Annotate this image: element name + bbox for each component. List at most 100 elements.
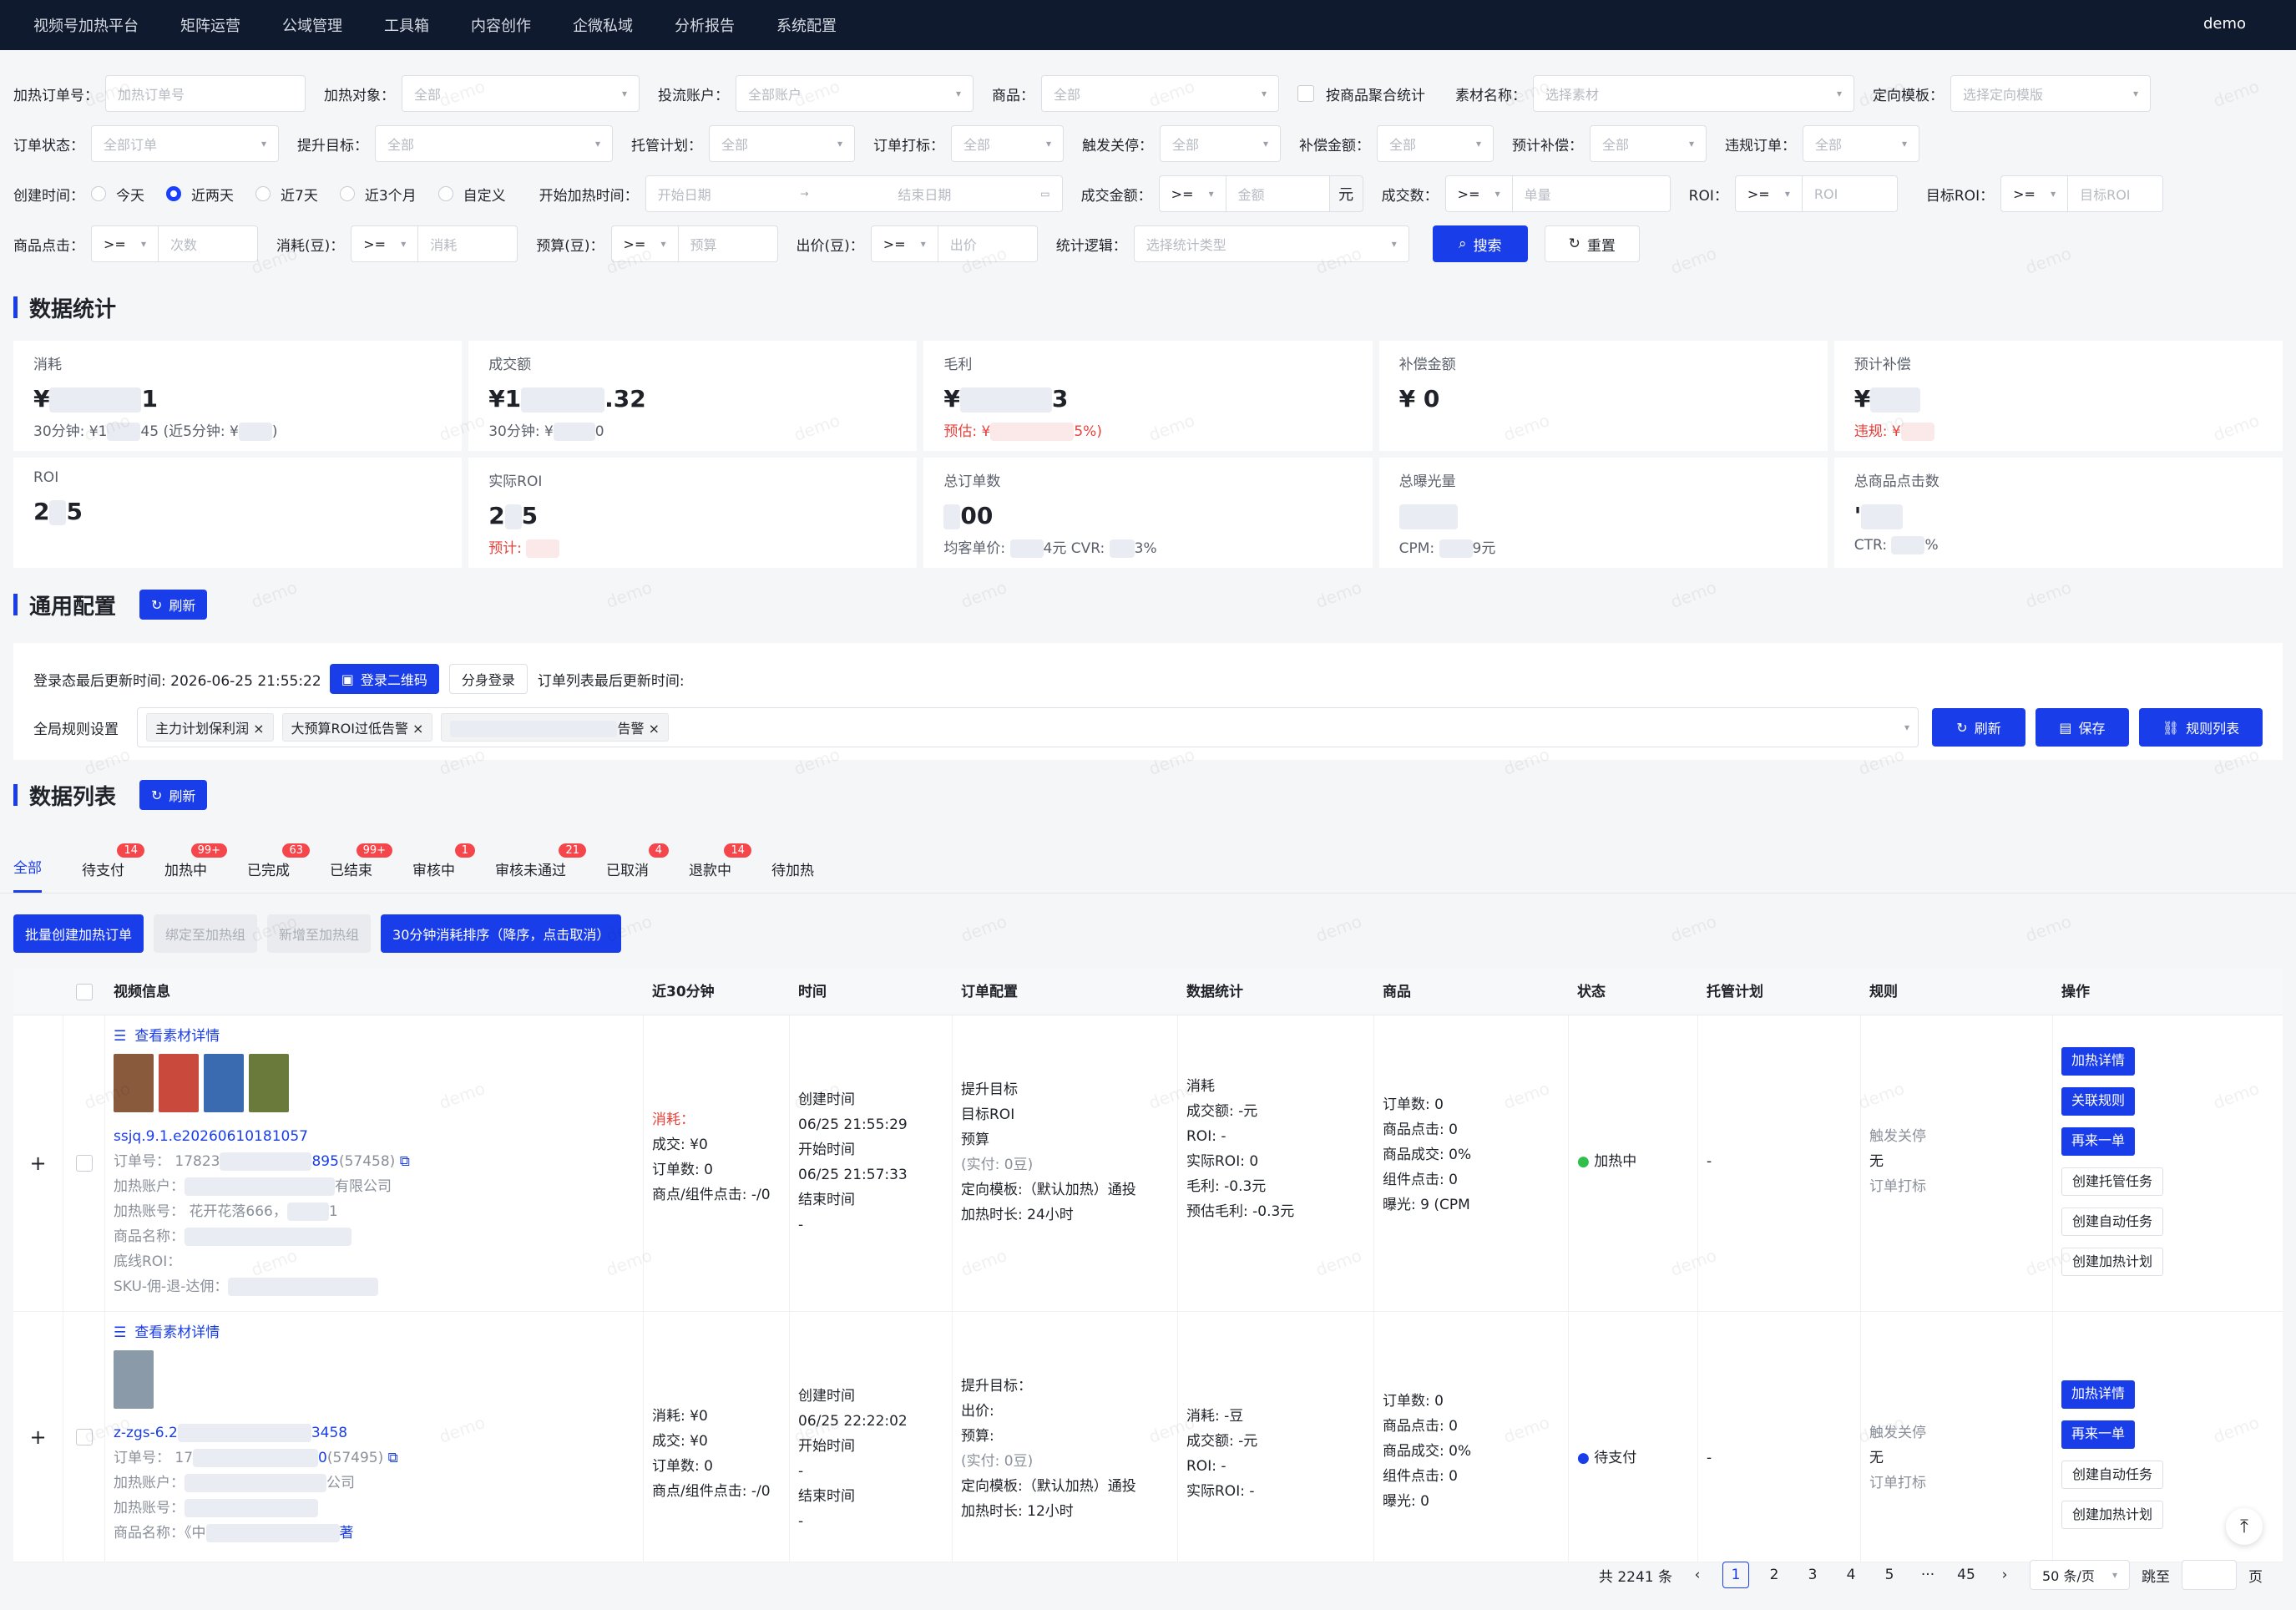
material-select[interactable]: 选择素材 ▾: [1533, 75, 1854, 112]
budget-input[interactable]: 预算: [677, 225, 778, 262]
bind-group-button[interactable]: 绑定至加热组: [154, 914, 258, 953]
video-thumbnail[interactable]: [249, 1054, 289, 1112]
qr-login-button[interactable]: ▣ 登录二维码: [329, 664, 439, 694]
nav-item-heat-platform[interactable]: 视频号加热平台: [33, 18, 139, 35]
sub-login-button[interactable]: 分身登录: [448, 664, 528, 694]
close-icon[interactable]: ×: [253, 721, 265, 737]
template-select[interactable]: 选择定向模版 ▾: [1950, 75, 2151, 112]
order-status-select[interactable]: 全部订单 ▾: [91, 125, 279, 162]
expand-icon[interactable]: +: [13, 1312, 63, 1562]
video-thumbnail[interactable]: [204, 1054, 244, 1112]
click-op[interactable]: >= ▾: [91, 225, 158, 262]
create-managed-task-button[interactable]: 创建托管任务: [2061, 1167, 2164, 1196]
create-heat-plan-button[interactable]: 创建加热计划: [2061, 1501, 2164, 1529]
deal-count-input[interactable]: 单量: [1511, 175, 1671, 212]
bid-op[interactable]: >= ▾: [870, 225, 938, 262]
close-icon[interactable]: ×: [412, 721, 424, 737]
click-input[interactable]: 次数: [158, 225, 258, 262]
radio-seven-days[interactable]: 近7天: [255, 184, 318, 205]
nav-item-report[interactable]: 分析报告: [675, 18, 735, 35]
next-page-icon[interactable]: ›: [2001, 1567, 2008, 1583]
rule-refresh-button[interactable]: ↻ 刷新: [1932, 708, 2025, 747]
tab-refunding[interactable]: 退款中 14: [689, 843, 751, 893]
create-auto-task-button[interactable]: 创建自动任务: [2061, 1461, 2164, 1489]
budget-op[interactable]: >= ▾: [610, 225, 678, 262]
tab-waiting-heat[interactable]: 待加热: [771, 863, 814, 879]
heat-object-select[interactable]: 全部 ▾: [402, 75, 640, 112]
compensation-select[interactable]: 全部 ▾: [1377, 125, 1494, 162]
nav-item-public[interactable]: 公域管理: [282, 18, 342, 35]
video-thumbnail[interactable]: [114, 1350, 154, 1409]
goto-page-input[interactable]: [2182, 1560, 2237, 1590]
search-button[interactable]: ⌕ 搜索: [1432, 225, 1528, 262]
ellipsis-icon[interactable]: ···: [1920, 1567, 1935, 1583]
account-select[interactable]: 全部账户 ▾: [736, 75, 974, 112]
tab-cancelled[interactable]: 已取消 4: [606, 843, 669, 893]
list-refresh-button[interactable]: ↻ 刷新: [139, 780, 208, 810]
tab-completed[interactable]: 已完成 63: [247, 843, 310, 893]
target-roi-input[interactable]: 目标ROI: [2067, 175, 2164, 212]
page-5[interactable]: 5: [1884, 1567, 1894, 1583]
date-range-input[interactable]: 开始日期 → 结束日期 ▭: [645, 175, 1063, 212]
reorder-button[interactable]: 再来一单: [2061, 1420, 2136, 1449]
video-thumbnail[interactable]: [159, 1054, 199, 1112]
copy-icon[interactable]: ⧉: [387, 1450, 398, 1466]
back-to-top-icon[interactable]: ⤒: [2226, 1508, 2263, 1545]
tab-reviewing[interactable]: 审核中 1: [412, 843, 475, 893]
expand-icon[interactable]: +: [13, 1015, 63, 1311]
row-checkbox[interactable]: [75, 1155, 93, 1172]
product-select[interactable]: 全部 ▾: [1041, 75, 1279, 112]
add-group-button[interactable]: 新增至加热组: [267, 914, 372, 953]
bid-input[interactable]: 出价: [937, 225, 1038, 262]
managed-plan-select[interactable]: 全部 ▾: [709, 125, 855, 162]
order-no-input[interactable]: 加热订单号: [105, 75, 306, 112]
tab-heating[interactable]: 加热中 99+: [164, 843, 227, 893]
order-tag-select[interactable]: 全部 ▾: [951, 125, 1064, 162]
close-icon[interactable]: ×: [648, 720, 660, 737]
create-heat-plan-button[interactable]: 创建加热计划: [2061, 1248, 2164, 1276]
view-material-link[interactable]: ☰ 查看素材详情: [114, 1324, 220, 1341]
nav-item-wecom[interactable]: 企微私域: [573, 18, 633, 35]
deal-amount-op[interactable]: >= ▾: [1158, 175, 1226, 212]
page-1[interactable]: 1: [1722, 1562, 1749, 1588]
goal-select[interactable]: 全部 ▾: [375, 125, 613, 162]
reset-button[interactable]: ↻ 重置: [1544, 225, 1640, 262]
reorder-button[interactable]: 再来一单: [2061, 1127, 2136, 1156]
tab-all[interactable]: 全部: [13, 856, 42, 893]
video-thumbnail[interactable]: [114, 1054, 154, 1112]
tab-pending-pay[interactable]: 待支付 14: [82, 843, 144, 893]
create-auto-task-button[interactable]: 创建自动任务: [2061, 1208, 2164, 1236]
save-button[interactable]: ▤ 保存: [2036, 708, 2129, 747]
nav-item-content[interactable]: 内容创作: [471, 18, 531, 35]
video-name[interactable]: z-zgs-6.2 3458: [114, 1424, 348, 1442]
rule-select[interactable]: 主力计划保利润 × 大预算ROI过低告警 × 告警 × ▾: [137, 707, 1919, 747]
page-last[interactable]: 45: [1957, 1567, 1975, 1583]
sort-consume-button[interactable]: 30分钟消耗排序（降序，点击取消）: [381, 914, 622, 953]
batch-create-button[interactable]: 批量创建加热订单: [13, 914, 144, 953]
nav-item-settings[interactable]: 系统配置: [776, 18, 837, 35]
consume-op[interactable]: >= ▾: [351, 225, 418, 262]
radio-today[interactable]: 今天: [91, 184, 144, 205]
target-roi-op[interactable]: >= ▾: [2000, 175, 2068, 212]
config-refresh-button[interactable]: ↻ 刷新: [139, 590, 208, 620]
view-material-link[interactable]: ☰ 查看素材详情: [114, 1028, 220, 1045]
logic-select[interactable]: 选择统计类型 ▾: [1133, 225, 1409, 262]
radio-two-days[interactable]: 近两天: [166, 184, 234, 205]
user-name[interactable]: demo: [2202, 15, 2246, 33]
copy-icon[interactable]: ⧉: [399, 1153, 410, 1170]
heat-detail-button[interactable]: 加热详情: [2061, 1047, 2136, 1076]
select-all-checkbox[interactable]: [76, 983, 93, 1000]
nav-item-toolbox[interactable]: 工具箱: [384, 18, 429, 35]
radio-custom[interactable]: 自定义: [437, 184, 506, 205]
page-2[interactable]: 2: [1769, 1567, 1779, 1583]
roi-op[interactable]: >= ▾: [1734, 175, 1802, 212]
expected-comp-select[interactable]: 全部 ▾: [1590, 125, 1707, 162]
link-rule-button[interactable]: 关联规则: [2061, 1087, 2136, 1116]
tab-ended[interactable]: 已结束 99+: [330, 843, 392, 893]
deal-amount-input[interactable]: 金额: [1225, 175, 1330, 212]
trigger-stop-select[interactable]: 全部 ▾: [1160, 125, 1281, 162]
violation-select[interactable]: 全部 ▾: [1803, 125, 1919, 162]
consume-input[interactable]: 消耗: [417, 225, 518, 262]
tab-rejected[interactable]: 审核未通过 21: [495, 843, 586, 893]
nav-item-matrix[interactable]: 矩阵运营: [180, 18, 240, 35]
